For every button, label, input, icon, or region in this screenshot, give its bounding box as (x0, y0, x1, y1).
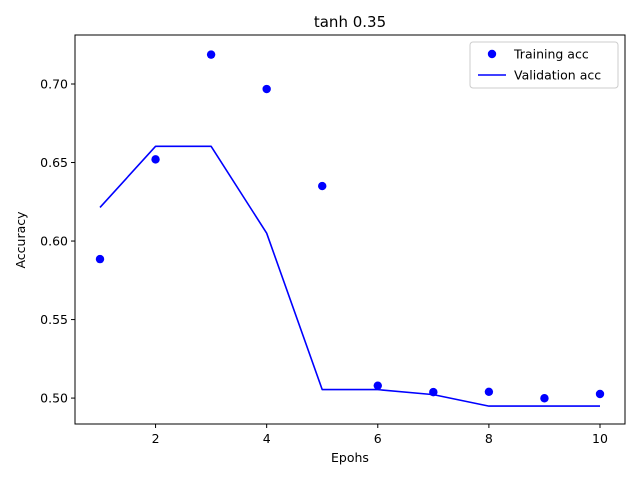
training-acc-point (262, 84, 271, 94)
x-tick-label: 6 (374, 431, 382, 446)
validation-acc-line (99, 145, 600, 407)
y-tick-label: 0.55 (40, 312, 68, 327)
training-acc-point (95, 254, 105, 264)
legend-marker-swatch (487, 49, 497, 59)
training-acc-point (373, 381, 382, 390)
legend-box (469, 41, 619, 89)
training-acc-point (540, 394, 549, 403)
legend-label: Training acc (513, 47, 589, 62)
y-tick-label: 0.50 (40, 391, 68, 406)
y-tick-label: 0.65 (40, 155, 68, 170)
training-acc-point (595, 389, 605, 399)
training-acc-point (484, 387, 494, 397)
x-tick-label: 4 (263, 431, 271, 446)
x-tick-label: 8 (485, 431, 493, 446)
plot-area: 2 4 6 8 10 0.50 0.55 0.60 0.65 0.70 (40, 34, 626, 446)
y-tick-label: 0.60 (40, 234, 68, 249)
y-axis-label: Accuracy (13, 211, 28, 269)
training-acc-point (318, 181, 327, 191)
y-tick-label: 0.70 (40, 76, 68, 91)
x-axis-label: Epohs (331, 450, 369, 465)
training-acc-point (151, 155, 160, 164)
x-tick-label: 10 (592, 431, 608, 446)
chart-title: tanh 0.35 (314, 13, 386, 31)
legend: Training acc Validation acc (469, 41, 619, 89)
training-acc-point (206, 50, 216, 59)
plot-frame (74, 34, 626, 425)
legend-label: Validation acc (514, 68, 601, 83)
x-tick-label: 2 (152, 431, 160, 446)
